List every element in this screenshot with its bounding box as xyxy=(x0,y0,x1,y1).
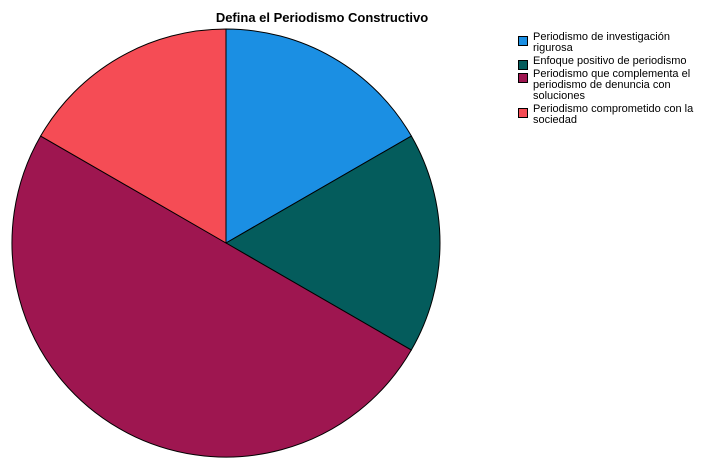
legend-item: Enfoque positivo de periodismo xyxy=(518,55,710,70)
legend-item: Periodismo de investigación rigurosa xyxy=(518,32,710,54)
legend-swatch xyxy=(518,73,528,83)
pie-slice xyxy=(225,135,441,351)
pie-slice xyxy=(39,28,227,244)
pie-slice xyxy=(11,135,412,458)
legend: Periodismo de investigación rigurosa Enf… xyxy=(518,32,710,128)
chart-title: Defina el Periodismo Constructivo xyxy=(215,10,429,25)
legend-label: Periodismo de investigación rigurosa xyxy=(533,31,670,54)
legend-label: Enfoque positivo de periodismo xyxy=(533,55,687,67)
pie-slice xyxy=(225,28,413,244)
legend-swatch xyxy=(518,60,528,70)
legend-swatch xyxy=(518,108,528,118)
legend-swatch xyxy=(518,36,528,46)
legend-label: Periodismo que complementa el periodismo… xyxy=(533,68,691,102)
legend-item: Periodismo comprometido con la sociedad xyxy=(518,104,710,126)
legend-item: Periodismo que complementa el periodismo… xyxy=(518,69,710,102)
legend-label: Periodismo comprometido con la sociedad xyxy=(533,103,694,126)
